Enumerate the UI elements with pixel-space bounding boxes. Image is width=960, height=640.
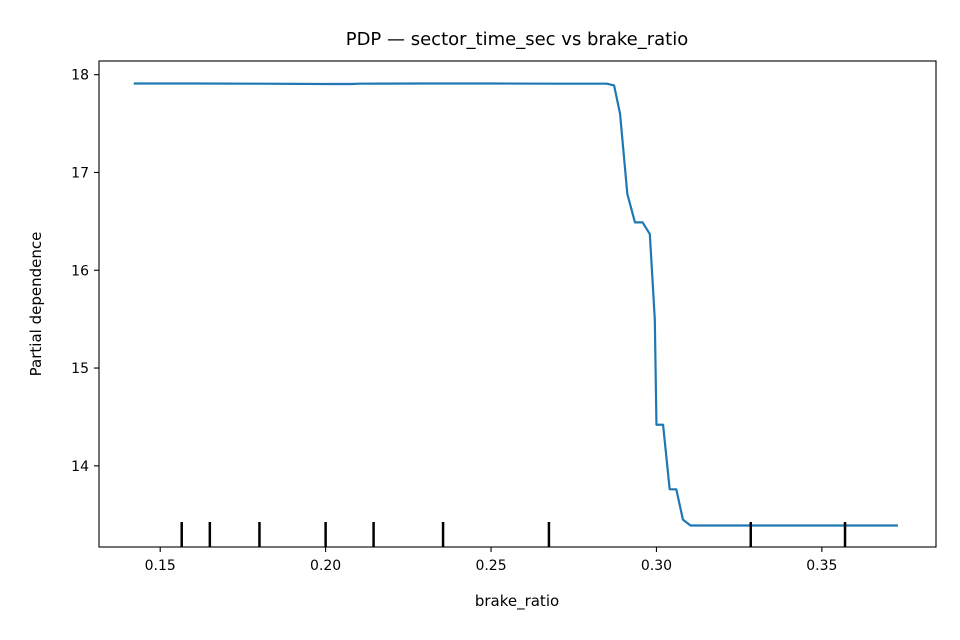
x-tick-label-2: 0.25 <box>475 558 506 574</box>
x-tick-label-4: 0.35 <box>806 558 837 574</box>
y-tick-label-2: 16 <box>71 263 89 279</box>
y-axis-label: Partial dependence <box>27 232 45 377</box>
x-tick-label-3: 0.30 <box>641 558 672 574</box>
y-tick-label-0: 14 <box>71 459 89 475</box>
plot-area: 0.15 0.20 0.25 0.30 0.35 14 15 16 17 18 <box>71 60 937 574</box>
x-tick-label-1: 0.20 <box>310 558 341 574</box>
plot-frame <box>98 60 937 548</box>
x-tick-label-0: 0.15 <box>145 558 176 574</box>
y-tick-label-3: 17 <box>71 165 89 181</box>
x-axis-label: brake_ratio <box>475 592 559 611</box>
y-tick-label-1: 15 <box>71 361 89 377</box>
chart-title: PDP — sector_time_sec vs brake_ratio <box>346 29 689 50</box>
series-line-0 <box>133 82 898 527</box>
y-tick-label-4: 18 <box>71 68 89 84</box>
